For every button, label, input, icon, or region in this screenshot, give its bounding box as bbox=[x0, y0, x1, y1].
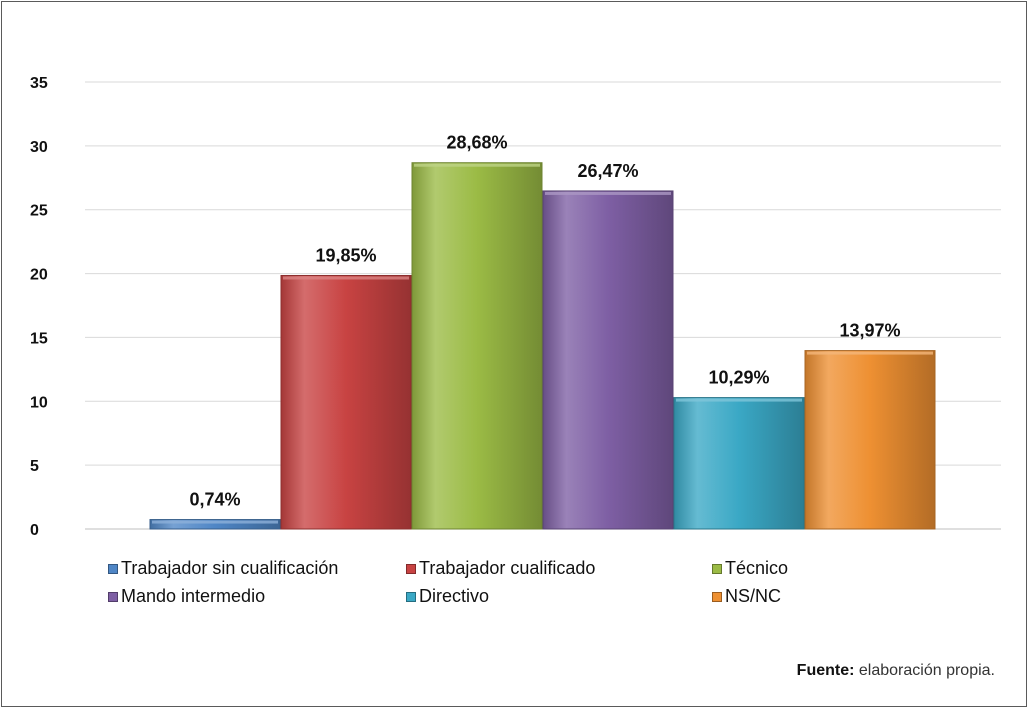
legend-swatch bbox=[108, 591, 118, 602]
y-tick-label: 20 bbox=[30, 267, 48, 284]
y-tick-label: 30 bbox=[30, 139, 48, 156]
legend-item-tecnico: Técnico bbox=[712, 558, 928, 579]
bar bbox=[149, 519, 281, 530]
legend-label: Directivo bbox=[419, 586, 490, 606]
legend-label: Mando intermedio bbox=[121, 586, 266, 606]
legend-item-directivo: Directivo bbox=[406, 586, 712, 607]
bar-highlight bbox=[676, 398, 802, 402]
data-label: 13,97% bbox=[839, 321, 900, 341]
bar bbox=[411, 162, 543, 530]
y-tick-label: 5 bbox=[30, 458, 39, 475]
y-tick-label: 15 bbox=[30, 330, 48, 347]
legend-swatch bbox=[406, 591, 416, 602]
source-text: elaboración propia. bbox=[858, 662, 995, 679]
bar-highlight bbox=[283, 276, 409, 280]
y-tick-label: 10 bbox=[30, 394, 48, 411]
bar bbox=[804, 350, 936, 530]
data-label: 19,85% bbox=[315, 245, 376, 265]
source-note: Fuente: elaboración propia. bbox=[797, 662, 995, 680]
legend-swatch bbox=[108, 563, 118, 574]
bar bbox=[542, 190, 674, 530]
data-label: 10,29% bbox=[708, 368, 769, 388]
legend-label: Técnico bbox=[725, 558, 789, 578]
legend-item-ns-nc: NS/NC bbox=[712, 586, 928, 607]
bar-highlight bbox=[414, 163, 540, 167]
legend-label: Trabajador cualificado bbox=[419, 558, 596, 578]
source-label: Fuente: bbox=[796, 662, 855, 679]
legend-item-trabajador-sin-cualificacion: Trabajador sin cualificación bbox=[108, 558, 406, 579]
y-tick-label: 25 bbox=[30, 203, 48, 220]
bars bbox=[149, 162, 936, 530]
y-tick-label: 35 bbox=[30, 75, 48, 92]
legend-swatch bbox=[712, 591, 722, 602]
legend-swatch bbox=[712, 563, 722, 574]
legend-label: Trabajador sin cualificación bbox=[121, 558, 339, 578]
legend-label: NS/NC bbox=[725, 586, 782, 606]
y-axis-ticks: 0 5 10 15 20 25 30 35 bbox=[30, 75, 48, 539]
y-tick-label: 0 bbox=[30, 522, 39, 539]
bar-highlight bbox=[152, 520, 278, 524]
data-label: 0,74% bbox=[189, 490, 240, 510]
bar bbox=[673, 397, 805, 530]
data-label: 26,47% bbox=[577, 161, 638, 181]
data-label: 28,68% bbox=[446, 133, 507, 153]
legend-item-mando-intermedio: Mando intermedio bbox=[108, 586, 406, 607]
legend-item-trabajador-cualificado: Trabajador cualificado bbox=[406, 558, 712, 579]
bar bbox=[280, 274, 412, 530]
data-labels: 0,74% 19,85% 28,68% 26,47% 10,29% 13,97% bbox=[189, 133, 900, 510]
bar-highlight bbox=[807, 351, 933, 355]
legend: Trabajador sin cualificación Trabajador … bbox=[108, 558, 928, 607]
legend-swatch bbox=[406, 563, 416, 574]
bar-highlight bbox=[545, 191, 671, 195]
